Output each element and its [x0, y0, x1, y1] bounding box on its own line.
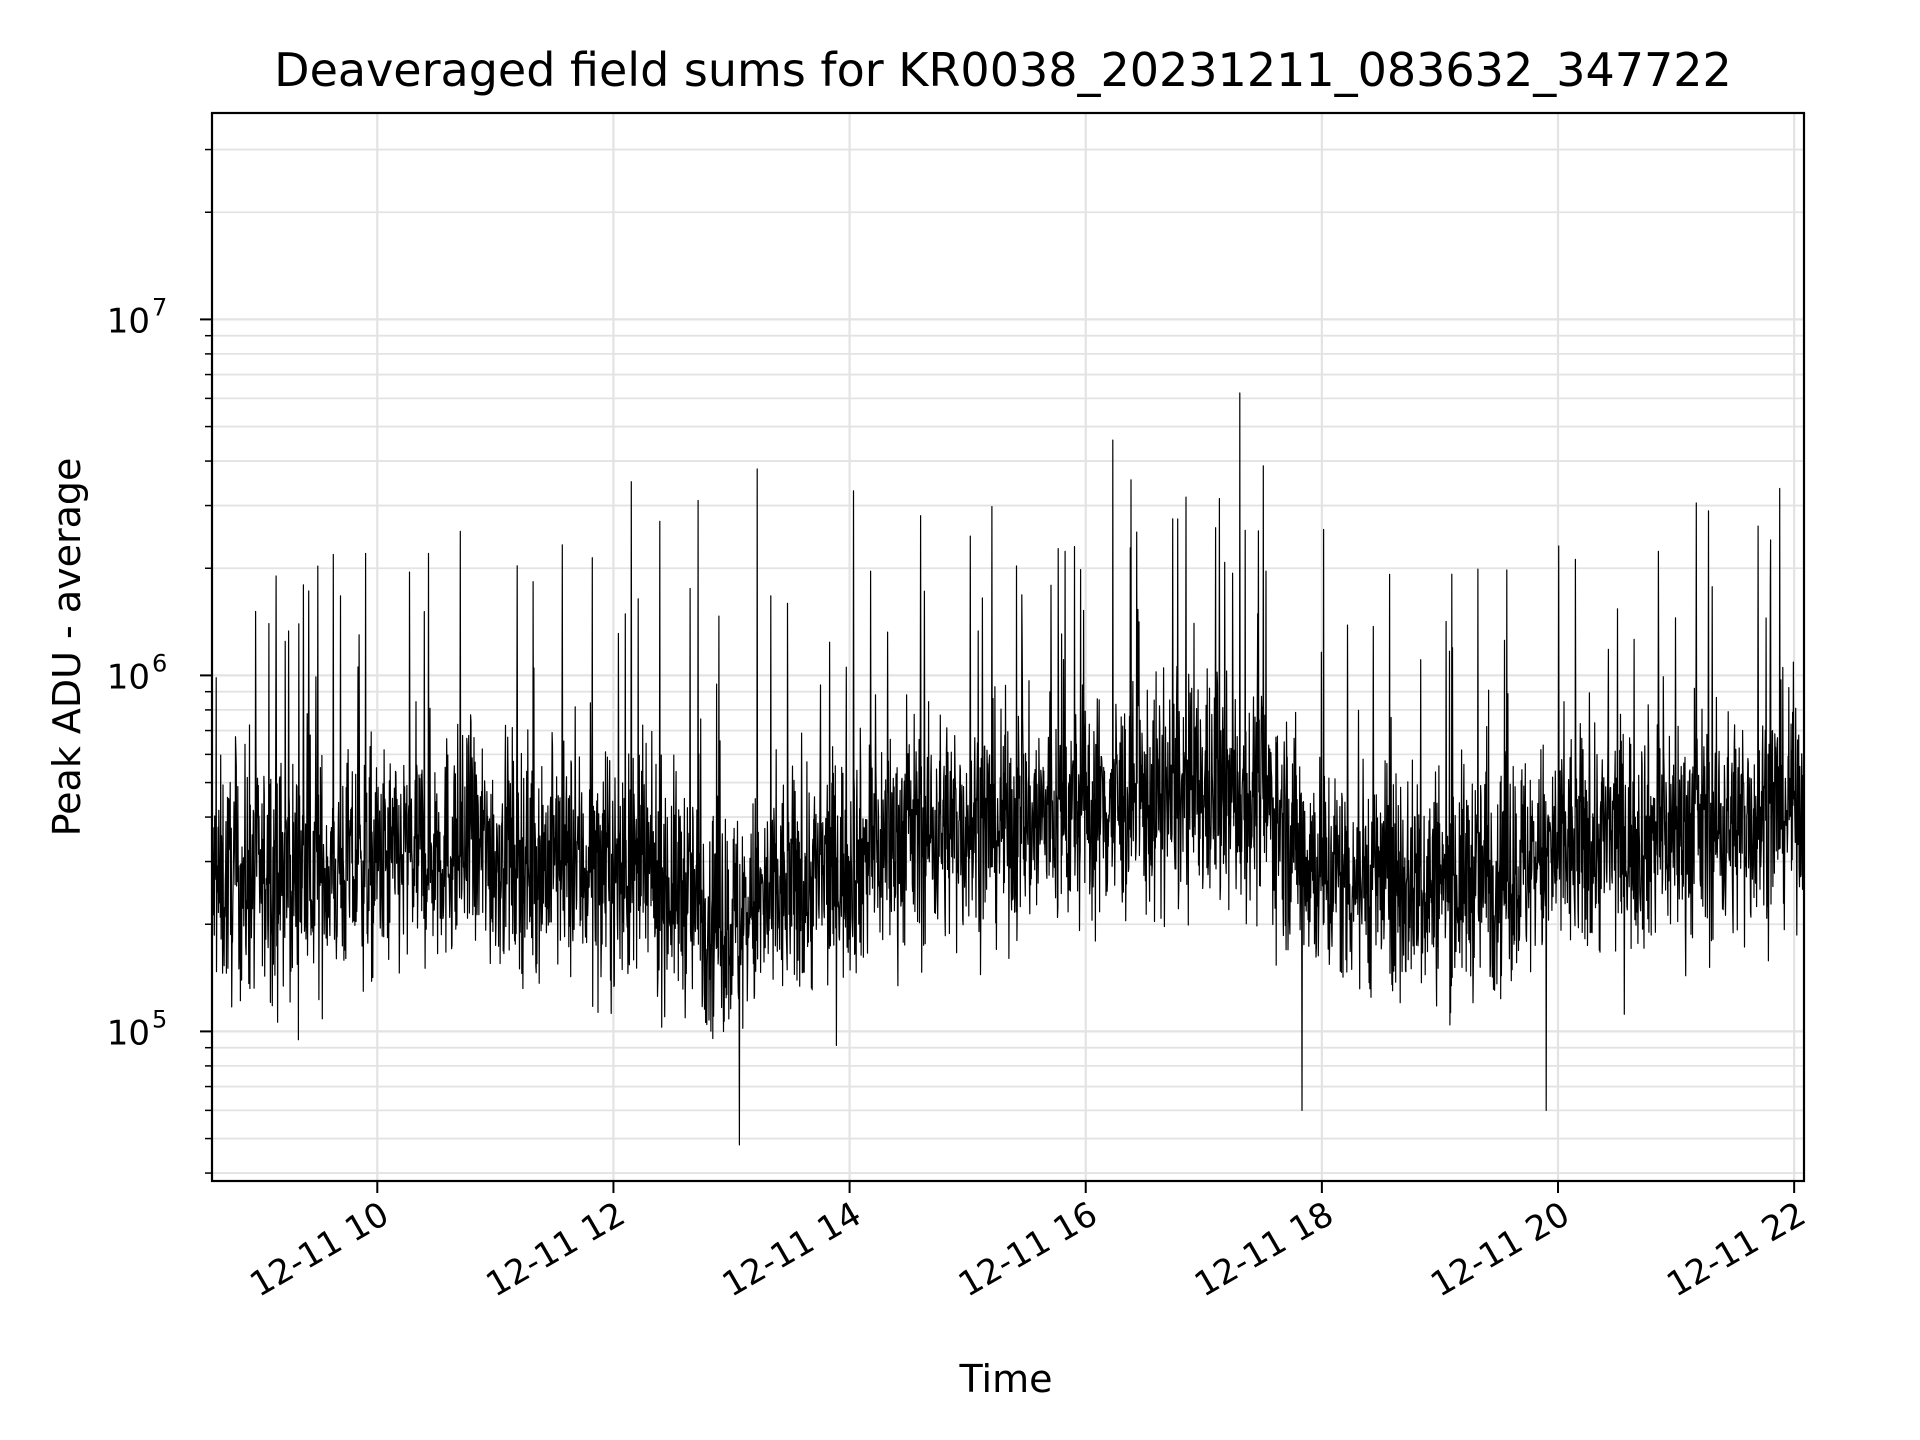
plot-frame [210, 111, 1806, 1183]
y-tick-label: 10 [107, 657, 150, 697]
x-axis-label: Time [959, 1357, 1053, 1401]
y-tick-exponent: 7 [152, 293, 167, 321]
series-line [211, 154, 1805, 1146]
y-tick-exponent: 5 [152, 1005, 167, 1033]
y-axis-label: Peak ADU - average [45, 458, 89, 837]
signal [211, 154, 1805, 1146]
chart-title: Deaveraged field sums for KR0038_2023121… [274, 43, 1732, 97]
y-tick-label: 10 [107, 301, 150, 341]
y-tick-exponent: 6 [152, 649, 167, 677]
y-tick-label: 10 [107, 1013, 150, 1053]
